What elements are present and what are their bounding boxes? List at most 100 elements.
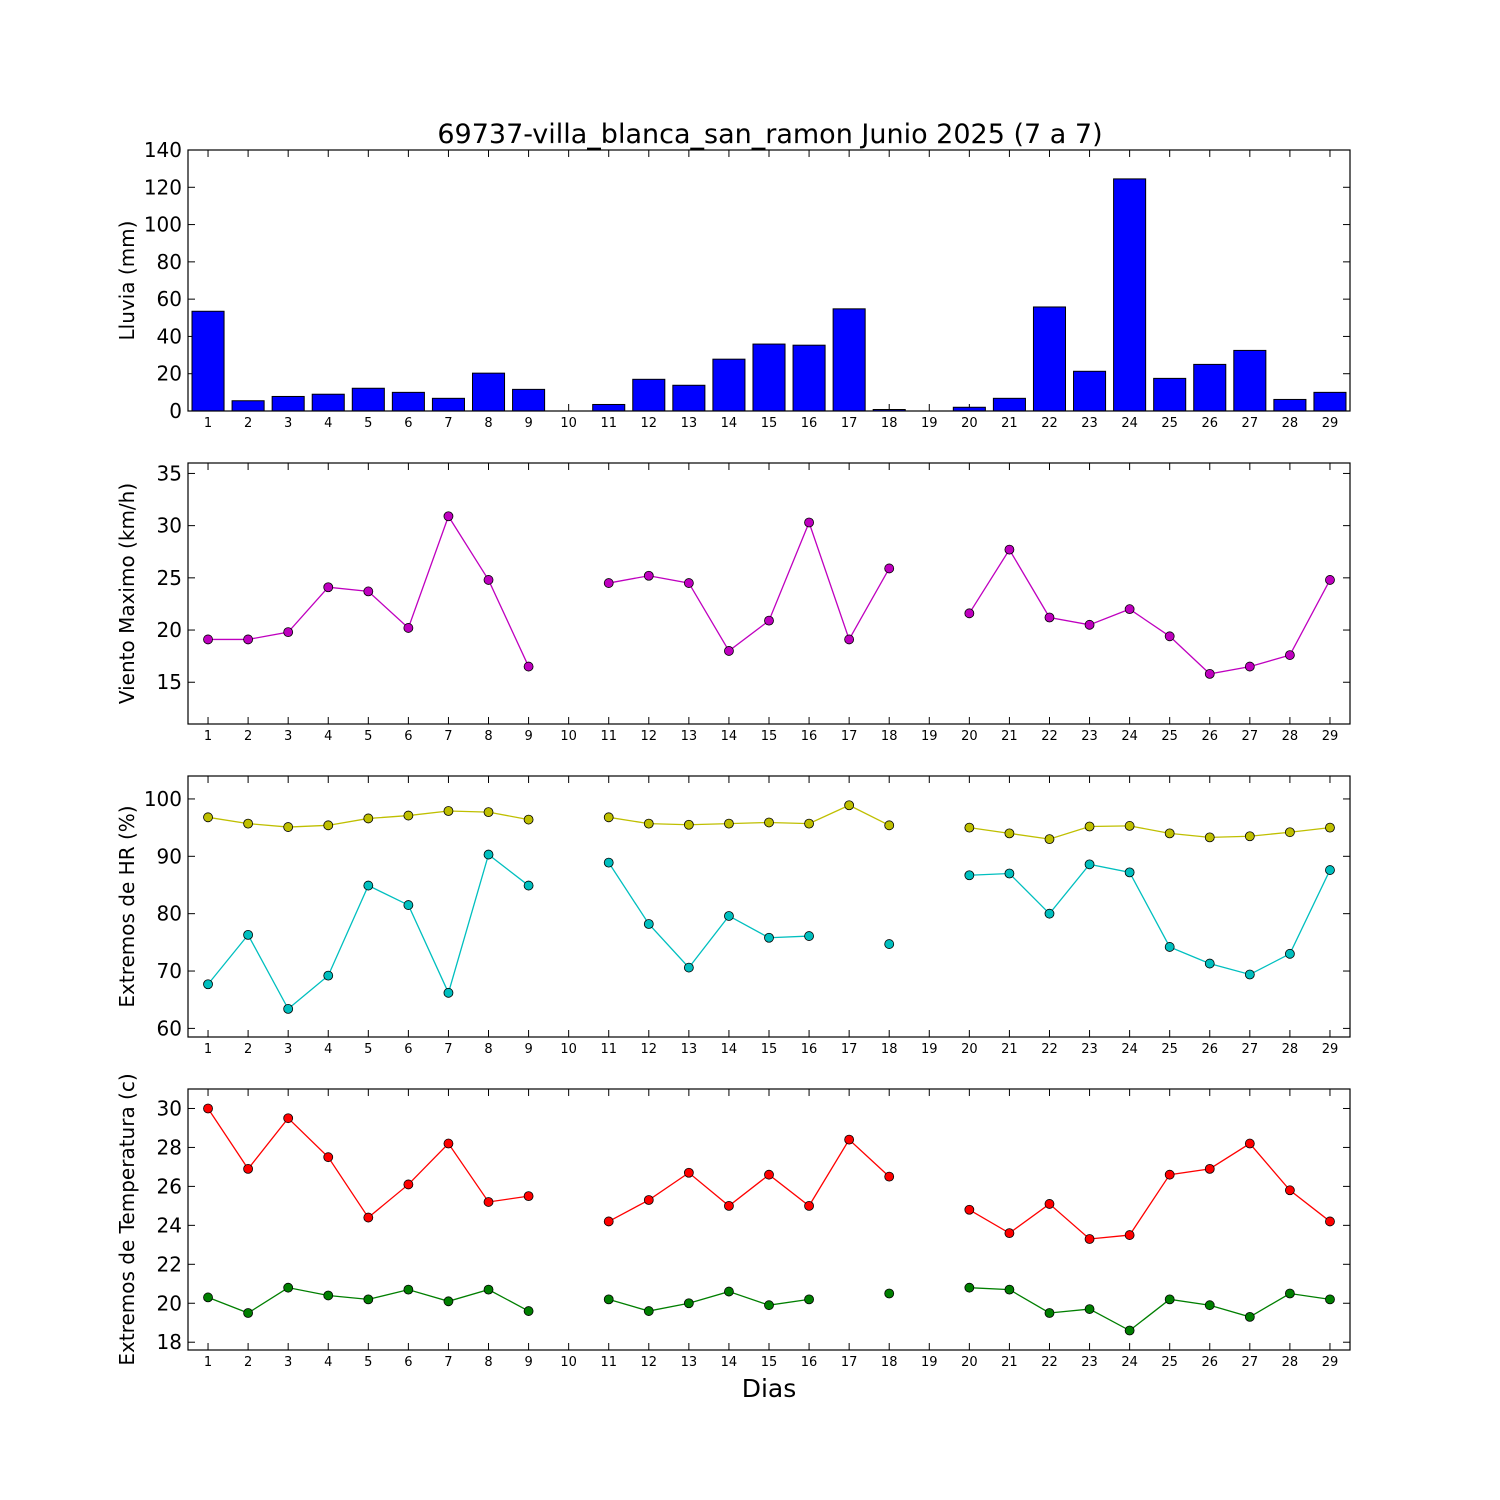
- x-tick-label: 17: [841, 1355, 858, 1370]
- series-1-line: [969, 1142, 1331, 1240]
- series-1-point-day-3: [283, 1113, 294, 1124]
- x-tick-label: 4: [324, 416, 332, 431]
- x-tick-label: 17: [841, 729, 858, 744]
- x-tick-label: 3: [284, 1355, 292, 1370]
- x-tick-label: 29: [1322, 416, 1339, 431]
- x-tick-label: 10: [560, 416, 577, 431]
- series-1-point-day-18: [884, 1171, 895, 1182]
- x-tick-label: 28: [1282, 1355, 1299, 1370]
- series-1-point-day-29: [1325, 1216, 1335, 1227]
- x-tick-label: 21: [1001, 1355, 1018, 1370]
- bar-day-22: [1032, 306, 1067, 412]
- x-tick-label: 13: [681, 729, 698, 744]
- bar-day-2: [231, 400, 265, 412]
- series-1-point-day-1: [203, 812, 213, 823]
- series-2-point-day-23: [1084, 859, 1095, 870]
- bar-day-4: [311, 393, 345, 412]
- x-tick-label: 10: [560, 1355, 577, 1370]
- series-2-point-day-25: [1164, 942, 1175, 952]
- series-2-point-day-15: [764, 932, 774, 943]
- x-tick-label: 19: [921, 1042, 938, 1057]
- x-tick-label: 12: [641, 729, 658, 744]
- x-tick-label: 26: [1201, 729, 1218, 744]
- series-2-point-day-28: [1284, 948, 1295, 959]
- y-tick-label: 70: [157, 959, 182, 983]
- series-1-point-day-24: [1124, 1230, 1135, 1240]
- y-tick-label: 20: [157, 1291, 182, 1315]
- series-2-point-day-29: [1325, 865, 1335, 875]
- series-2-point-day-26: [1204, 1300, 1215, 1311]
- series-2-point-day-12: [643, 1306, 654, 1316]
- series-1-point-day-9: [523, 814, 534, 825]
- series-2-point-day-11: [603, 1294, 614, 1305]
- x-tick-label: 2: [244, 1355, 252, 1370]
- x-tick-label: 1: [204, 729, 212, 744]
- series-2-point-day-2: [243, 1308, 254, 1318]
- x-tick-label: 22: [1041, 1042, 1058, 1057]
- x-tick-label: 24: [1121, 416, 1138, 431]
- x-tick-label: 25: [1161, 1042, 1178, 1057]
- bar-day-5: [351, 387, 385, 412]
- series-1-point-day-28: [1284, 650, 1295, 660]
- x-tick-label: 4: [324, 729, 332, 744]
- bar-day-8: [471, 372, 506, 412]
- y-tick-label: 100: [144, 213, 182, 237]
- y-tick-label: 40: [157, 324, 182, 348]
- series-1-point-day-6: [403, 1179, 414, 1190]
- x-tick-label: 16: [801, 1042, 818, 1057]
- series-1-point-day-20: [964, 608, 975, 619]
- x-tick-label: 28: [1282, 729, 1299, 744]
- series-2-point-day-9: [523, 1306, 534, 1316]
- x-tick-label: 12: [641, 1042, 658, 1057]
- series-1-point-day-16: [804, 517, 814, 528]
- x-tick-label: 22: [1041, 1355, 1058, 1370]
- x-tick-label: 22: [1041, 729, 1058, 744]
- x-tick-label: 7: [444, 1042, 452, 1057]
- axes-frame: [187, 1088, 1351, 1351]
- x-tick-label: 15: [761, 729, 778, 744]
- y-tick-label: 30: [157, 1096, 182, 1120]
- chart-title: 69737-villa_blanca_san_ramon Junio 2025 …: [437, 119, 1102, 150]
- series-2-point-day-26: [1204, 958, 1215, 969]
- x-tick-label: 9: [524, 1042, 532, 1057]
- x-tick-label: 2: [244, 1042, 252, 1057]
- x-tick-label: 3: [284, 416, 292, 431]
- x-tick-label: 4: [324, 1355, 332, 1370]
- series-1-point-day-22: [1044, 612, 1055, 623]
- series-1-point-day-12: [643, 570, 654, 581]
- x-tick-label: 15: [761, 1355, 778, 1370]
- series-1-point-day-22: [1044, 834, 1055, 844]
- x-tick-label: 6: [404, 1042, 412, 1057]
- series-2-point-day-28: [1284, 1288, 1295, 1299]
- series-1-point-day-12: [643, 818, 654, 829]
- series-1-point-day-12: [643, 1195, 654, 1205]
- x-tick-label: 12: [641, 1355, 658, 1370]
- x-tick-label: 29: [1322, 1355, 1339, 1370]
- series-1-point-day-23: [1084, 821, 1095, 832]
- x-tick-label: 16: [801, 729, 818, 744]
- x-tick-label: 9: [524, 729, 532, 744]
- series-1-line: [608, 1138, 890, 1223]
- bar-day-23: [1073, 370, 1107, 412]
- series-1-point-day-2: [243, 818, 254, 829]
- series-1-point-day-22: [1044, 1199, 1055, 1209]
- x-tick-label: 10: [560, 1042, 577, 1057]
- series-2-point-day-13: [683, 1298, 694, 1309]
- x-axis-label: Dias: [742, 1374, 797, 1403]
- series-2-point-day-3: [283, 1003, 294, 1014]
- x-tick-label: 8: [484, 729, 492, 744]
- series-1-point-day-17: [844, 1134, 855, 1145]
- bar-day-25: [1153, 377, 1187, 412]
- series-1-point-day-7: [443, 806, 454, 816]
- series-1-point-day-3: [283, 822, 294, 832]
- y-tick-label: 120: [144, 175, 182, 199]
- x-tick-label: 21: [1001, 1042, 1018, 1057]
- y-tick-label: 20: [157, 618, 182, 642]
- x-tick-label: 23: [1081, 416, 1098, 431]
- series-1-point-day-8: [483, 807, 494, 818]
- series-1-point-day-23: [1084, 619, 1095, 630]
- y-tick-label: 20: [157, 362, 182, 386]
- series-1-point-day-27: [1244, 661, 1255, 672]
